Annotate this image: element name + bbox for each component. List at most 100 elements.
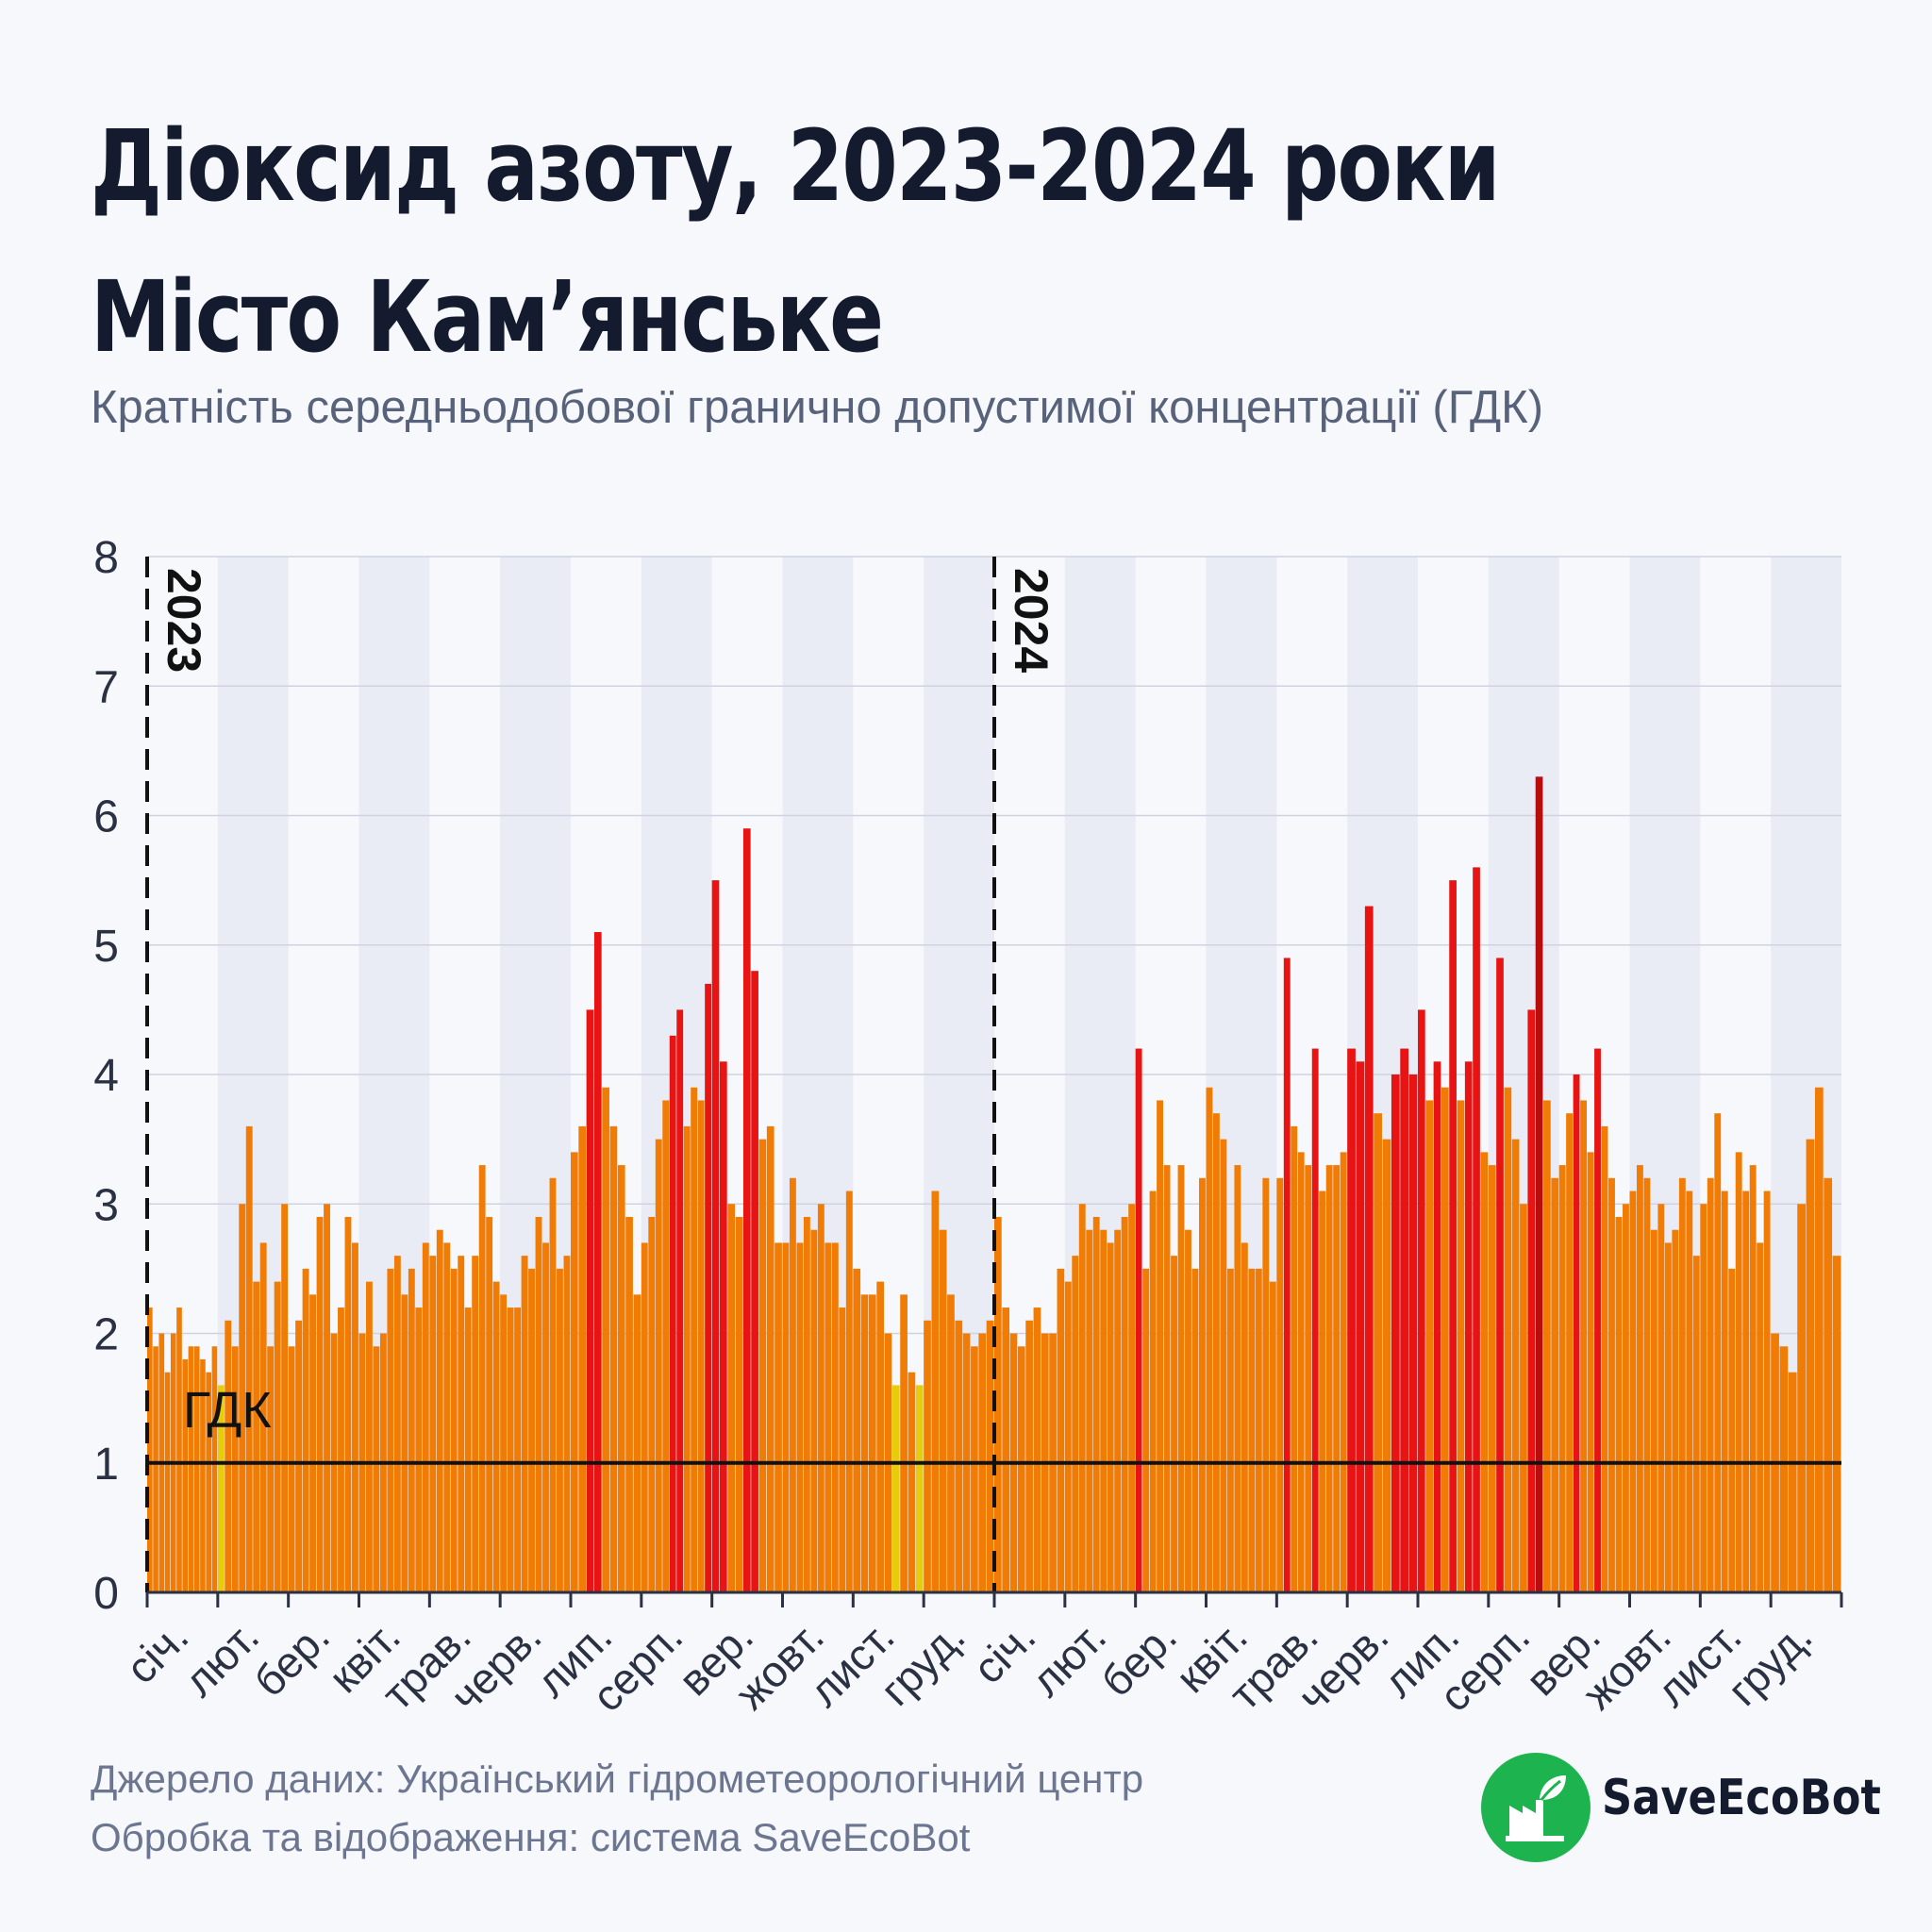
bar [1543,1100,1551,1592]
bar [1212,1113,1220,1592]
bar [188,1346,194,1592]
bar [845,1191,853,1592]
bar [1425,1100,1434,1592]
bar [1779,1346,1789,1592]
y-tick-label: 8 [93,533,119,583]
bar [464,1307,472,1592]
bar [803,1216,810,1592]
bar [1742,1191,1750,1592]
bar [225,1320,232,1592]
bar [705,983,712,1592]
bar [1100,1229,1108,1592]
bar [549,1177,557,1592]
bar [239,1204,246,1592]
bar [1199,1177,1206,1592]
bar [831,1242,839,1592]
bar [1333,1165,1341,1592]
bar [1464,1061,1473,1592]
title-line-2: Місто Кам’янське [91,259,884,375]
bar [1400,1048,1409,1592]
bar [1692,1256,1700,1592]
bar [727,1204,736,1592]
bar [1086,1229,1093,1592]
bar [683,1125,691,1592]
bar [994,1216,1002,1592]
year-label: 2023 [158,568,210,673]
bar [1441,1087,1449,1592]
bar [655,1139,662,1593]
y-tick-label: 3 [93,1180,119,1230]
bar [1814,1087,1824,1592]
y-tick-label: 0 [93,1569,119,1619]
x-tick-label: бер. [1091,1611,1186,1706]
bar [766,1125,774,1592]
bar [1283,958,1291,1592]
bar [1248,1268,1256,1593]
bar [1135,1048,1142,1592]
bar [1149,1191,1157,1592]
bar [924,1320,931,1592]
bar [492,1281,500,1592]
bar [443,1242,451,1592]
bar [1797,1204,1806,1592]
bar [429,1256,437,1592]
bar [662,1100,670,1592]
saveecobot-logo: SaveEcoBot [1481,1753,1881,1866]
bar [691,1087,698,1592]
bar [486,1216,493,1592]
bar [891,1385,900,1592]
bar [211,1346,218,1592]
bar [1650,1229,1657,1592]
bar [789,1177,796,1592]
bar [217,1385,225,1592]
bar [415,1307,423,1592]
chart-subtitle: Кратність середньодобової гранично допус… [91,382,1544,433]
bar [947,1294,955,1592]
bar [324,1204,330,1592]
bar [1157,1100,1163,1592]
bar [676,1009,684,1593]
bar [742,828,751,1592]
bar [876,1281,884,1592]
bar [408,1268,415,1593]
bar [648,1216,656,1592]
bar [1580,1100,1587,1592]
bar [986,1320,994,1592]
bar [1749,1165,1757,1592]
bar [1664,1242,1672,1592]
bar [344,1216,352,1592]
bar [295,1320,303,1592]
bar [1806,1139,1815,1593]
bar [267,1346,275,1592]
bar [387,1268,394,1593]
bar [1629,1191,1637,1592]
bar [908,1372,916,1592]
bar [1163,1165,1171,1592]
bar [1025,1320,1033,1592]
bar [472,1256,479,1592]
bar [1832,1256,1841,1592]
bar [1757,1242,1764,1592]
bar [868,1294,876,1592]
bar [507,1307,514,1592]
bar [860,1294,869,1592]
bar [1636,1165,1643,1592]
bar [1064,1281,1072,1592]
bar [796,1242,804,1592]
bar [1488,1165,1496,1592]
y-tick-label: 1 [93,1440,119,1490]
bar [1566,1113,1574,1592]
bar [521,1256,528,1592]
bar [1234,1165,1241,1592]
bar [450,1268,458,1593]
bar [1107,1242,1114,1592]
bar [1128,1204,1136,1592]
bar [971,1346,978,1592]
bar [1269,1281,1276,1592]
bar [1297,1152,1305,1592]
bar [1551,1177,1559,1592]
bar [373,1346,380,1592]
bar [1078,1204,1086,1592]
bar [1615,1216,1623,1592]
bar [1418,1009,1425,1593]
